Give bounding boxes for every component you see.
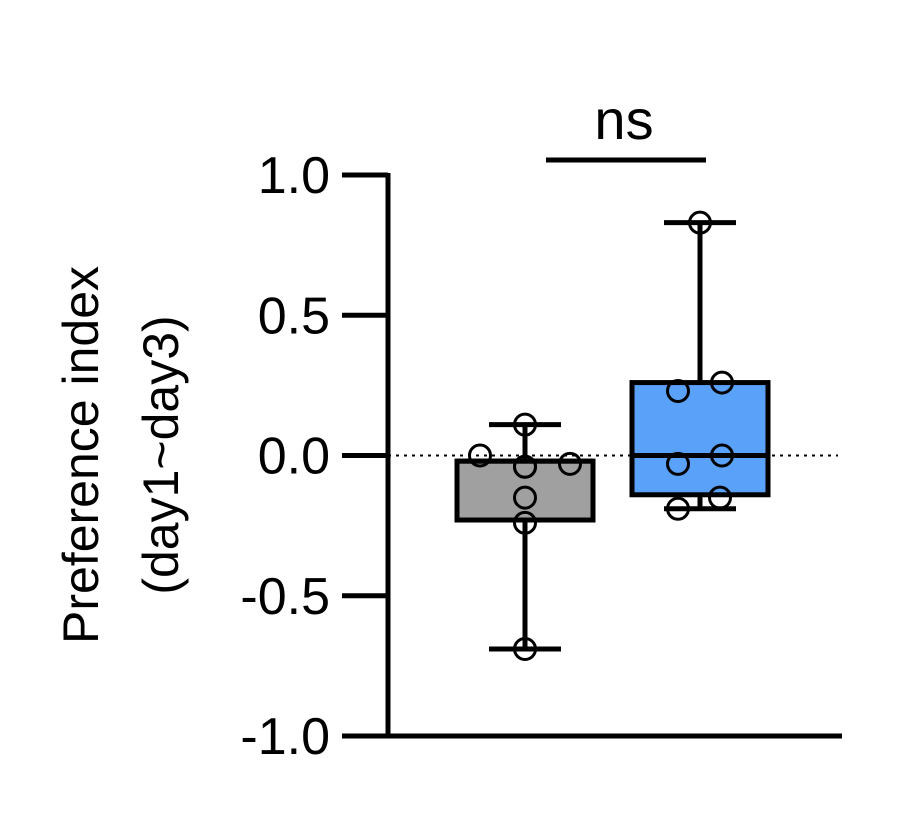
data-point — [558, 451, 582, 476]
data-point — [710, 443, 734, 468]
data-point — [513, 454, 537, 479]
data-point — [513, 510, 537, 535]
data-point — [666, 451, 690, 476]
y-axis-label-line1: Preference index — [53, 266, 109, 644]
data-point — [513, 637, 537, 662]
data-point — [688, 210, 712, 235]
y-tick-label: 0.0 — [258, 428, 330, 486]
y-tick-label: -0.5 — [240, 568, 330, 626]
y-axis-label-line2: (day1~day3) — [133, 315, 189, 594]
box-group-1 — [454, 412, 596, 662]
axes: 1.0 0.5 0.0 -0.5 -1.0 — [240, 147, 842, 766]
plot-area — [388, 210, 838, 662]
y-tick-label: -1.0 — [240, 708, 330, 766]
significance-label: ns — [594, 88, 653, 151]
data-point — [710, 370, 734, 395]
box-group-2 — [629, 210, 771, 521]
significance-annotation: ns — [546, 88, 706, 163]
data-point — [513, 412, 537, 437]
data-point — [666, 496, 690, 521]
data-point — [708, 485, 732, 510]
data-point — [513, 485, 537, 510]
data-point — [666, 378, 690, 403]
box — [629, 380, 771, 498]
data-point — [468, 443, 492, 468]
y-tick-label: 0.5 — [258, 287, 330, 345]
y-tick-label: 1.0 — [258, 147, 330, 205]
y-axis-label: Preference index (day1~day3) — [53, 266, 189, 644]
